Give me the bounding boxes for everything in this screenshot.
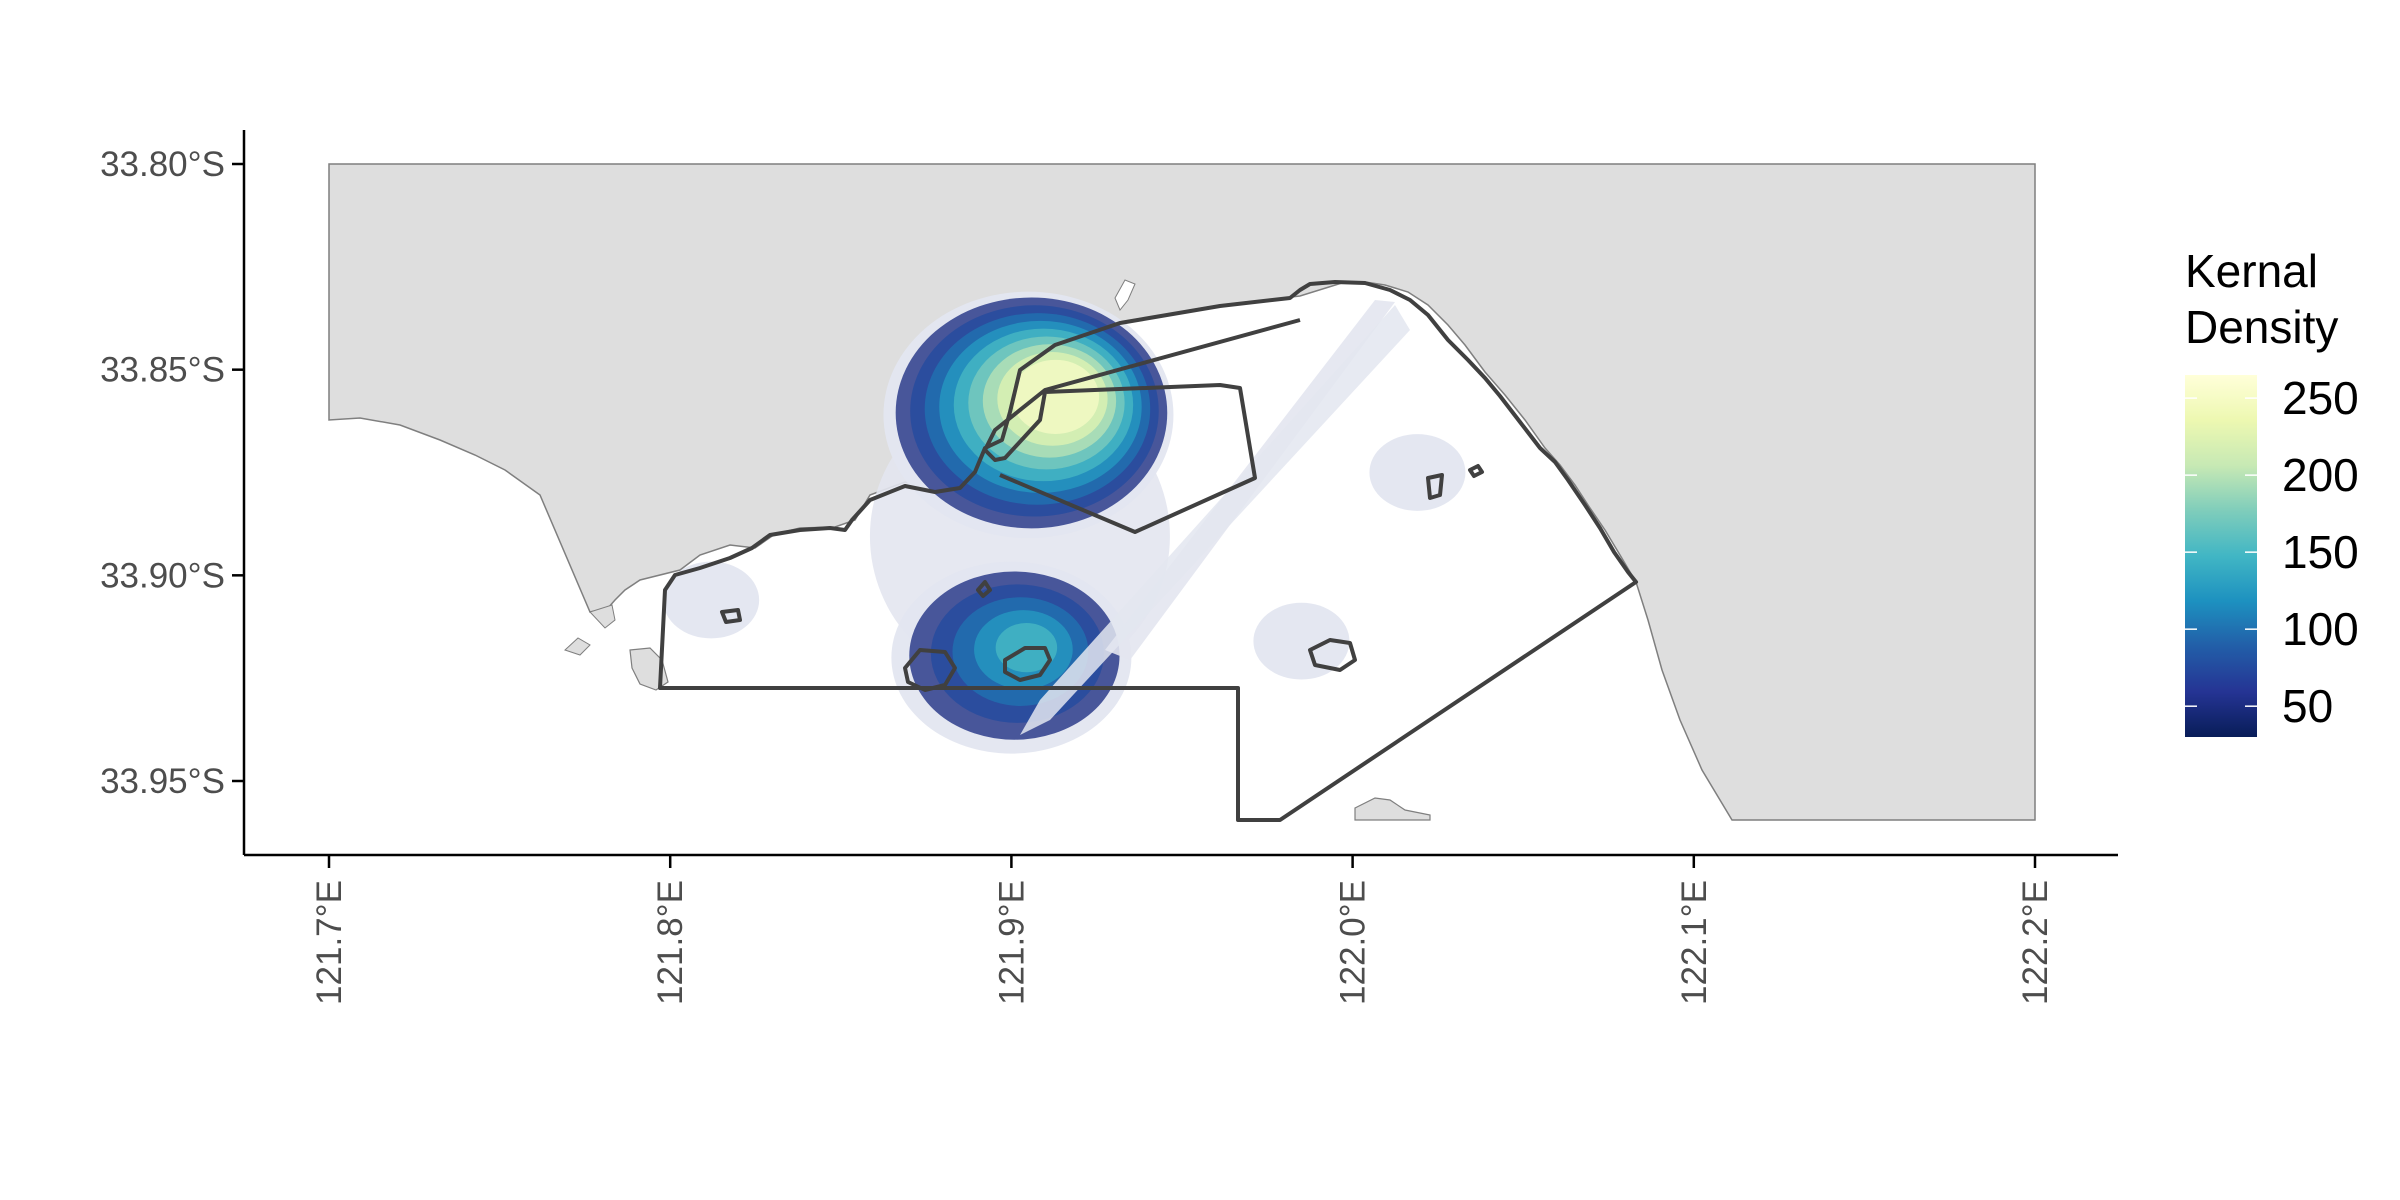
y-axis-ticks: 33.80°S 33.85°S 33.90°S 33.95°S [100, 145, 244, 801]
density-streak-2 [1020, 305, 1410, 735]
island-outline-3 [1308, 638, 1357, 672]
density-contour-0-9 [1011, 359, 1100, 434]
island-outline-1 [903, 648, 957, 692]
legend-title-line-2: Density [2185, 301, 2338, 353]
x-tick-label-4: 122.1°E [1675, 880, 1714, 1005]
land-layer [328, 163, 2036, 821]
x-tick-label-2: 121.9°E [992, 880, 1031, 1005]
legend-label-3: 100 [2282, 603, 2359, 655]
legend-label-2: 150 [2282, 526, 2359, 578]
legend: Kernal Density 250 200 150 100 50 [2185, 245, 2359, 737]
colorbar [2185, 375, 2257, 737]
axes: 121.7°E 121.8°E 121.9°E 122.0°E 122.1°E 122.2… [100, 130, 2118, 1005]
inner-sanctuary-line [983, 318, 1301, 534]
x-axis-ticks: 121.7°E 121.8°E 121.9°E 122.0°E 122.1°E 122.2… [310, 855, 2055, 1005]
legend-label-0: 250 [2282, 372, 2359, 424]
y-tick-label-2: 33.90°S [100, 556, 225, 595]
reserve-boundary [658, 280, 1638, 822]
density-contour-3-0 [1369, 434, 1466, 511]
island-outline-5 [976, 580, 992, 598]
y-tick-label-1: 33.85°S [100, 351, 225, 390]
islet-west-1 [564, 637, 591, 656]
outer-boundary-line [658, 280, 1638, 822]
island-outline-2 [1003, 646, 1052, 682]
legend-label-1: 200 [2282, 449, 2359, 501]
coastal-land-strip [589, 604, 616, 629]
density-contour-2-0 [1253, 602, 1350, 680]
x-tick-label-1: 121.8°E [651, 880, 690, 1005]
x-tick-label-0: 121.7°E [310, 880, 349, 1005]
y-tick-label-3: 33.95°S [100, 762, 225, 801]
y-tick-label-0: 33.80°S [100, 145, 225, 184]
islet-outline-6 [720, 608, 742, 624]
density-layer [663, 291, 1466, 754]
islet-north [1114, 279, 1136, 311]
islet-south [1354, 797, 1431, 821]
island-outline-4 [1426, 473, 1444, 500]
x-tick-label-3: 122.0°E [1334, 880, 1373, 1005]
legend-label-4: 50 [2282, 680, 2333, 732]
legend-title-line-1: Kernal [2185, 245, 2318, 297]
legend-breaks: 250 200 150 100 50 [2185, 372, 2359, 732]
islet-outline-7 [1468, 464, 1484, 478]
x-tick-label-5: 122.2°E [2016, 880, 2055, 1005]
mainland-land [328, 163, 2036, 821]
